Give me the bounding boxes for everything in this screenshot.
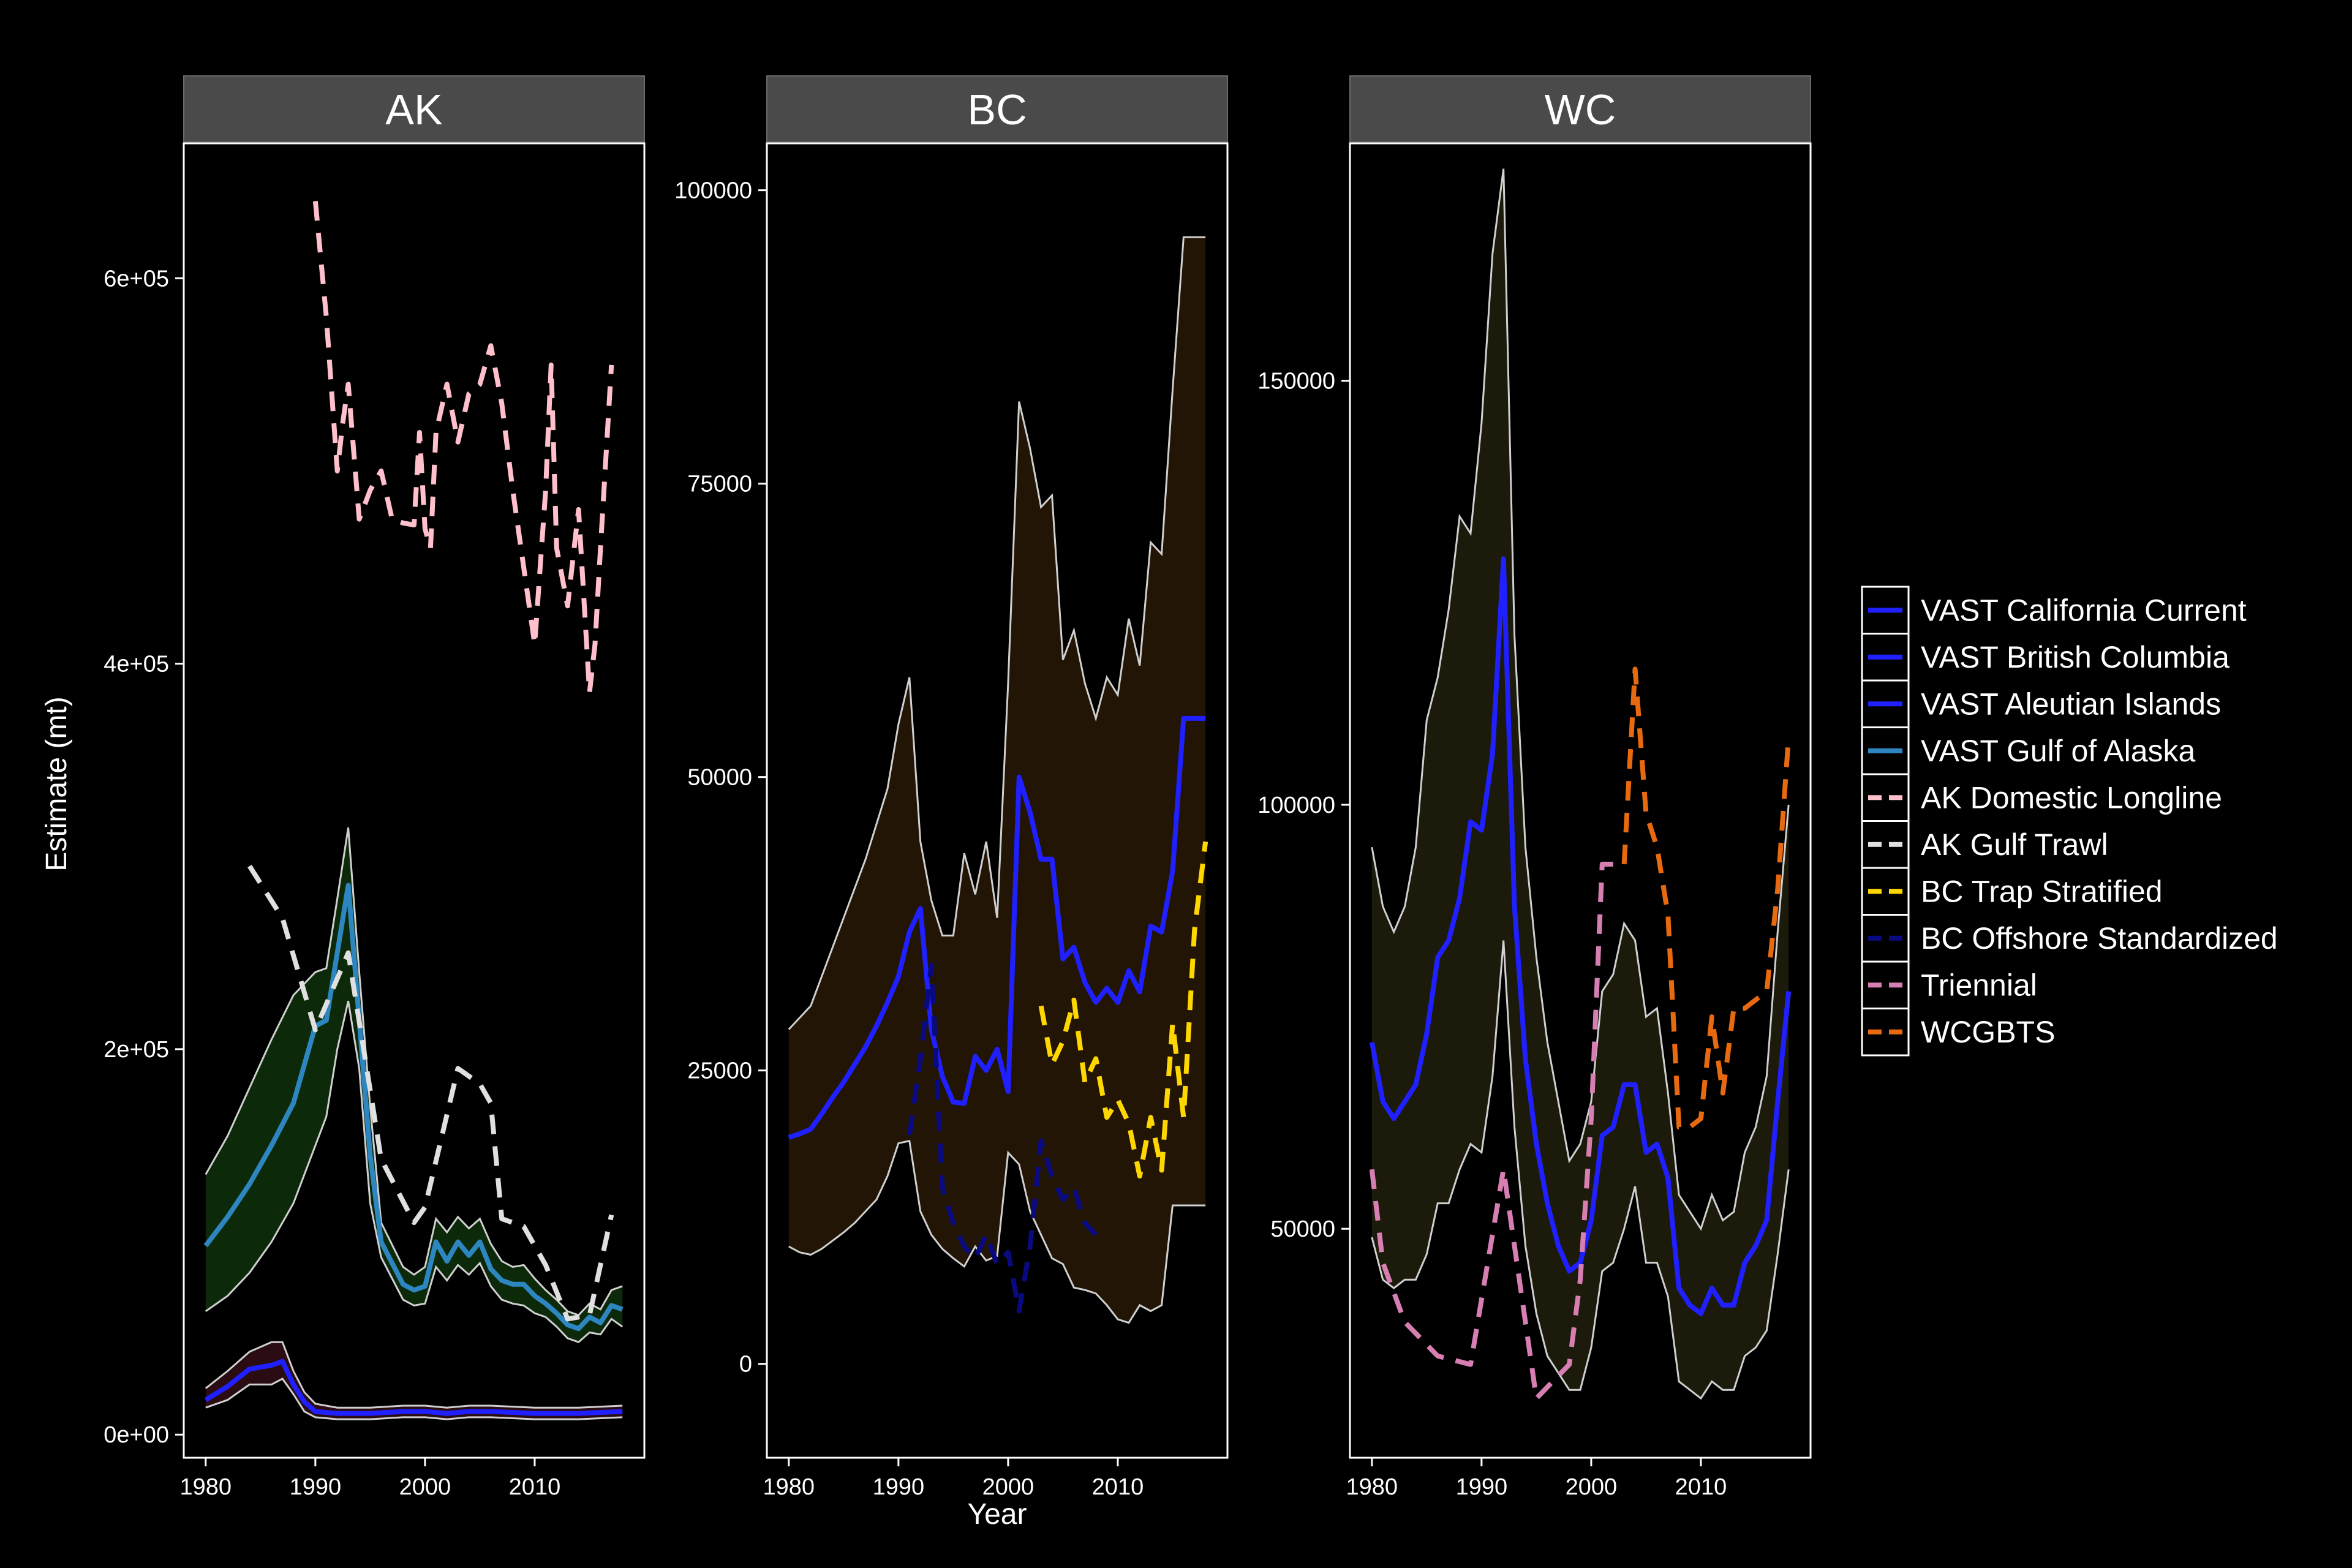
x-tick-label-wc: 2010	[1675, 1474, 1727, 1500]
x-tick-label-bc: 1980	[763, 1474, 815, 1500]
ribbon-vast-british-columbia	[788, 237, 1206, 1323]
x-tick-label-bc: 2010	[1092, 1474, 1144, 1500]
x-axis-title: Year	[968, 1498, 1027, 1531]
y-tick-label-bc: 75000	[687, 472, 752, 497]
ribbon-lower-vast-gulf-of-alaska	[205, 1000, 624, 1343]
ribbon-lower-vast-california-current	[1371, 940, 1790, 1400]
x-tick-label-ak: 2010	[509, 1474, 561, 1500]
panel-plot-area-wc	[1369, 168, 1792, 1401]
legend-label-triennial: Triennial	[1921, 968, 2037, 1002]
legend-label-vast-gulf-of-alaska: VAST Gulf of Alaska	[1921, 734, 2196, 768]
y-tick-label-bc: 0	[739, 1352, 752, 1378]
y-tick-label-ak: 2e+05	[104, 1037, 169, 1063]
panel-plot-area-bc	[788, 236, 1208, 1324]
legend-label-vast-aleutian-islands: VAST Aleutian Islands	[1921, 687, 2221, 721]
x-tick-label-bc: 1990	[873, 1474, 925, 1500]
y-axis-title: Estimate (mt)	[40, 696, 73, 871]
panel-label-bc: BC	[967, 86, 1027, 134]
y-tick-label-ak: 0e+00	[104, 1422, 169, 1448]
series-line-triennial	[1369, 861, 1613, 1401]
panel-plot-area-ak	[203, 201, 624, 1420]
series-line-ak-gulf-trawl	[247, 864, 614, 1322]
panel-strip-wc	[1349, 75, 1811, 143]
y-tick-label-wc: 50000	[1270, 1216, 1335, 1242]
series-line-vast-california-current	[1369, 556, 1792, 1316]
panel-strip-bc	[766, 75, 1228, 143]
x-tick-label-wc: 2000	[1566, 1474, 1618, 1500]
y-tick-label-wc: 150000	[1257, 369, 1335, 394]
y-tick-label-bc: 25000	[687, 1058, 752, 1084]
y-tick-label-wc: 100000	[1257, 793, 1335, 818]
ribbon-vast-aleutian-islands	[205, 1342, 623, 1420]
legend-label-ak-domestic-longline: AK Domestic Longline	[1921, 780, 2222, 815]
panel-label-ak: AK	[385, 86, 442, 134]
legend-label-bc-offshore-standardized: BC Offshore Standardized	[1921, 921, 2278, 956]
x-tick-label-ak: 1980	[180, 1474, 232, 1500]
legend-label-bc-trap-stratified: BC Trap Stratified	[1921, 874, 2163, 908]
panel-wc: WC 50000 100000 150000 1980 1990 2000 2010	[1257, 75, 1812, 1500]
y-tick-label-ak: 6e+05	[104, 266, 169, 292]
panel-border-wc	[1349, 142, 1812, 1459]
series-line-wcgbts	[1621, 666, 1792, 1130]
ribbon-upper-vast-gulf-of-alaska	[205, 827, 623, 1316]
ribbon-upper-vast-aleutian-islands	[205, 1341, 623, 1409]
panel-label-wc: WC	[1545, 86, 1616, 134]
series-line-ak-domestic-longline	[312, 201, 614, 695]
legend-label-vast-british-columbia: VAST British Columbia	[1921, 640, 2230, 674]
x-tick-label-ak: 1990	[290, 1474, 342, 1500]
series-line-vast-british-columbia	[788, 715, 1206, 1140]
y-tick-label-bc: 100000	[674, 178, 752, 204]
legend-label-wcgbts: WCGBTS	[1921, 1015, 2055, 1049]
panel-ak: AK 0e+00 2e+05 4e+05 6e+05 1980 1990 2000 2010	[104, 75, 646, 1500]
ribbon-vast-gulf-of-alaska	[205, 827, 623, 1343]
x-tick-label-wc: 1990	[1456, 1474, 1508, 1500]
panel-bc: BC 0 25000 50000 75000 100000 1980 1990 2000 2010	[674, 75, 1229, 1500]
x-tick-label-bc: 2000	[982, 1474, 1035, 1500]
panel-border-bc	[766, 142, 1229, 1459]
ribbon-lower-vast-aleutian-islands	[205, 1378, 623, 1420]
series-line-bc-offshore-standardized	[907, 962, 1098, 1314]
series-line-vast-gulf-of-alaska	[203, 883, 624, 1332]
panel-border-ak	[183, 142, 646, 1459]
legend-label-ak-gulf-trawl: AK Gulf Trawl	[1921, 827, 2108, 862]
legend-label-vast-california-current: VAST California Current	[1921, 593, 2247, 627]
ribbon-lower-vast-british-columbia	[788, 1139, 1206, 1324]
x-tick-label-ak: 2000	[399, 1474, 451, 1500]
ribbon-vast-california-current	[1371, 168, 1789, 1399]
y-tick-label-ak: 4e+05	[104, 652, 169, 677]
y-tick-label-bc: 50000	[687, 765, 752, 791]
legend: VAST California Current VAST British Colu…	[1861, 586, 2278, 1057]
panel-strip-ak	[183, 75, 645, 143]
series-line-vast-aleutian-islands	[204, 1359, 623, 1416]
series-line-bc-trap-stratified	[1038, 841, 1208, 1179]
ribbon-upper-vast-british-columbia	[788, 236, 1206, 1030]
ribbon-upper-vast-california-current	[1371, 168, 1790, 1231]
x-tick-label-wc: 1980	[1346, 1474, 1398, 1500]
